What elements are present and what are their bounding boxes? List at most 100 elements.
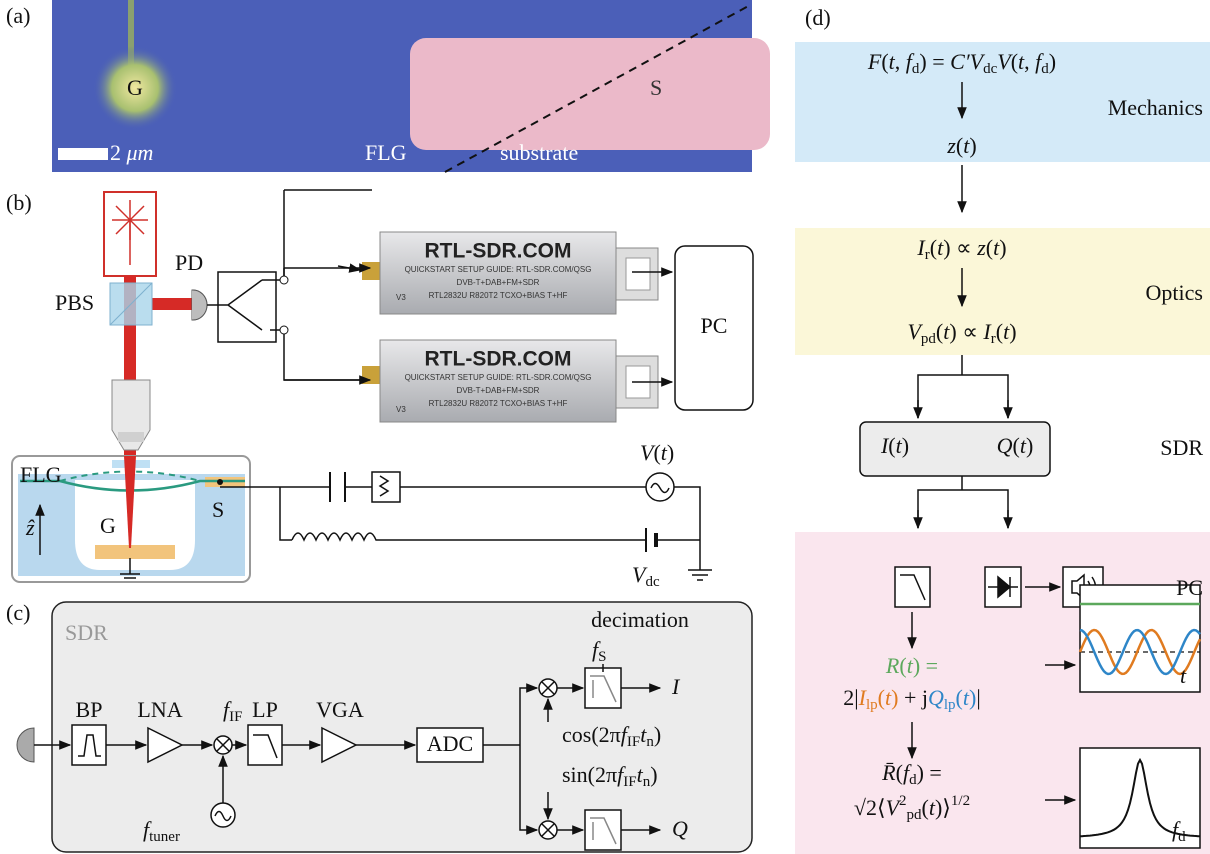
- formula-part: (: [922, 795, 929, 820]
- formula-part: ) ∝: [943, 235, 977, 260]
- formula-part: (: [956, 133, 963, 158]
- formula-part: R̄: [881, 760, 896, 785]
- formula-part: V: [640, 440, 656, 465]
- dongle-text: DVB-T+DAB+FM+SDR: [457, 386, 540, 395]
- optics-label: Optics: [1146, 280, 1203, 305]
- formula-part: (: [878, 685, 885, 710]
- formula-part: √2⟨: [854, 795, 886, 820]
- formulas: 2 μm V(t) Vdc fIF fS cos(2πfIFtn) sin(2π…: [110, 49, 1186, 845]
- formula-part: I: [982, 319, 992, 344]
- dongle-text: RTL2832U R820T2 TCXO+BIAS T+HF: [429, 399, 568, 408]
- formula-part: ,: [895, 49, 906, 74]
- q-output: Q: [672, 816, 688, 841]
- formula-part: V: [886, 795, 902, 820]
- mechanics-label: Mechanics: [1108, 95, 1203, 120]
- ir-formula: Ir(t) ∝ z(t): [916, 235, 1006, 263]
- formula-part: dc: [645, 574, 660, 590]
- lna-label: LNA: [137, 697, 182, 722]
- sdr-label: SDR: [65, 620, 108, 645]
- micrograph: [52, 0, 770, 173]
- tuner-label: ftuner: [143, 817, 180, 845]
- formula-part: d: [912, 61, 920, 77]
- formula-part: t: [885, 685, 892, 710]
- formula-part: ) ∝: [949, 319, 983, 344]
- formula-part: ) =: [913, 653, 938, 678]
- formula-part: f: [617, 762, 626, 787]
- formula-part: n: [643, 774, 651, 790]
- formula-part: μm: [126, 140, 154, 165]
- force-formula: F(t, fd) = C′VdcV(t, fd): [867, 49, 1056, 77]
- formula-part: (: [896, 760, 903, 785]
- formula-part: ): [1049, 49, 1056, 74]
- dongle-version: V3: [396, 405, 406, 414]
- pc-label: PC: [1176, 575, 1203, 600]
- panel-label: (a): [6, 3, 30, 28]
- formula-part: R: [885, 653, 900, 678]
- formula-part: IF: [229, 709, 242, 725]
- formula-part: IF: [627, 734, 640, 750]
- sdr-label: SDR: [1160, 435, 1203, 460]
- formula-part: t: [907, 653, 914, 678]
- formula-part: (: [930, 235, 937, 260]
- formula-part: (: [888, 433, 895, 458]
- formula-part: ) =: [919, 49, 950, 74]
- panel-label: (b): [6, 190, 32, 215]
- formula-part: I: [916, 235, 926, 260]
- formula-part: Q: [928, 685, 944, 710]
- formula-part: f: [1035, 49, 1044, 74]
- panel-label: (c): [6, 600, 30, 625]
- formula-part: (: [986, 235, 993, 260]
- formula-part: ): [1026, 433, 1033, 458]
- formula-part: t: [1020, 433, 1027, 458]
- dongle-text: DVB-T+DAB+FM+SDR: [457, 278, 540, 287]
- formula-part: t: [637, 762, 644, 787]
- formula-part: pd: [907, 807, 923, 823]
- formula-part: cos(2π: [562, 722, 621, 747]
- formula-part: ): [650, 762, 657, 787]
- formula-part: r: [991, 331, 996, 347]
- decimation-label: decimation: [591, 607, 689, 632]
- formula-part: f: [903, 760, 912, 785]
- dongle-version: V3: [396, 293, 406, 302]
- z-formula: z(t): [946, 133, 976, 158]
- formula-part: (: [1011, 49, 1018, 74]
- dongle-text: QUICKSTART SETUP GUIDE: RTL-SDR.COM/QSG: [405, 373, 592, 382]
- dongle-text: RTL2832U R820T2 TCXO+BIAS T+HF: [429, 291, 568, 300]
- dc-voltage-label: Vdc: [632, 562, 660, 590]
- formula-part: + j: [898, 685, 928, 710]
- sample: [11, 455, 251, 583]
- formula-part: ): [902, 433, 909, 458]
- formula-part: pd: [921, 331, 937, 347]
- i-output: I: [671, 674, 681, 699]
- formula-part: t: [1003, 319, 1010, 344]
- source-label: S: [650, 75, 662, 100]
- formula-part: f: [906, 49, 915, 74]
- formula-part: (: [653, 440, 660, 465]
- formula-part: f: [621, 722, 630, 747]
- formula-part: lp: [944, 697, 956, 713]
- sdr-dongle: [362, 231, 659, 423]
- i-formula: I(t): [880, 433, 909, 458]
- t-axis-label: t: [1180, 663, 1187, 688]
- vpd-formula: Vpd(t) ∝ Ir(t): [907, 319, 1016, 347]
- formula-part: d: [909, 772, 917, 788]
- q-formula: Q(t): [997, 433, 1034, 458]
- formula-part: ): [969, 133, 976, 158]
- substrate-label: substrate: [500, 140, 578, 165]
- formula-part: |: [976, 685, 980, 710]
- source-voltage-label: V(t): [640, 440, 674, 465]
- pc-label: PC: [701, 313, 728, 338]
- formula-part: (: [956, 685, 963, 710]
- r-formula: R(t) =: [885, 653, 938, 678]
- formula-part: ): [969, 685, 976, 710]
- formula-part: t: [937, 235, 944, 260]
- pd-label: PD: [175, 250, 203, 275]
- formula-part: IF: [623, 774, 636, 790]
- formula-part: (: [899, 653, 906, 678]
- panel-label: (d): [805, 5, 831, 30]
- circuit: [220, 471, 712, 581]
- rbar-expression: √2⟨V2pd(t)⟩1/2: [854, 793, 970, 823]
- sdr-diagram: [16, 601, 753, 853]
- formula-part: )⟩: [935, 795, 951, 820]
